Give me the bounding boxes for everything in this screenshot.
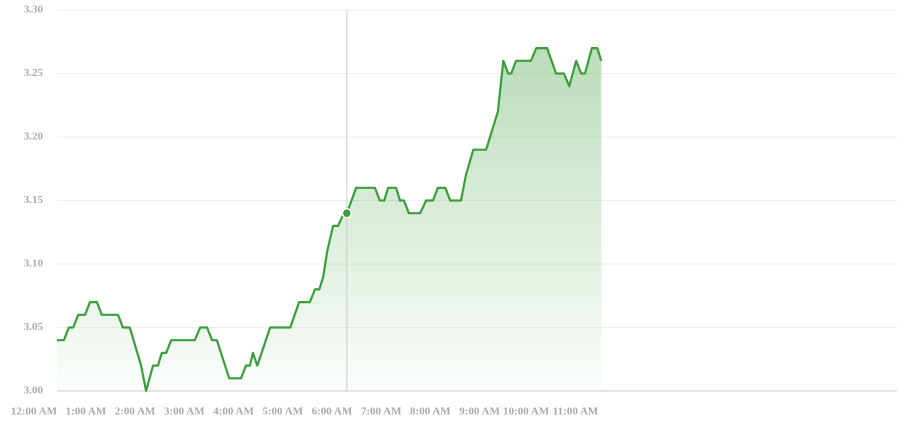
y-tick-label: 3.10 — [24, 258, 44, 270]
x-tick-label: 1:00 AM — [66, 406, 107, 418]
x-tick-label: 12:00 AM — [11, 406, 58, 418]
y-tick-label: 3.05 — [24, 321, 44, 333]
area — [57, 48, 602, 391]
y-tick-label: 3.00 — [24, 385, 44, 397]
x-tick-label: 11:00 AM — [553, 406, 599, 418]
x-tick-label: 8:00 AM — [410, 406, 451, 418]
x-tick-label: 7:00 AM — [361, 406, 402, 418]
hover-point — [341, 207, 353, 219]
x-tick-label: 9:00 AM — [459, 406, 500, 418]
y-tick-label: 3.20 — [24, 131, 44, 143]
x-tick-label: 4:00 AM — [213, 406, 254, 418]
y-tick-label: 3.25 — [24, 67, 44, 79]
x-tick-label: 6:00 AM — [312, 406, 353, 418]
x-tick-label: 5:00 AM — [262, 406, 303, 418]
x-tick-label: 3:00 AM — [164, 406, 205, 418]
y-tick-label: 3.15 — [24, 194, 44, 206]
x-tick-label: 10:00 AM — [503, 406, 550, 418]
y-tick-label: 3.30 — [24, 4, 44, 16]
x-tick-label: 2:00 AM — [115, 406, 156, 418]
line — [57, 47, 603, 393]
